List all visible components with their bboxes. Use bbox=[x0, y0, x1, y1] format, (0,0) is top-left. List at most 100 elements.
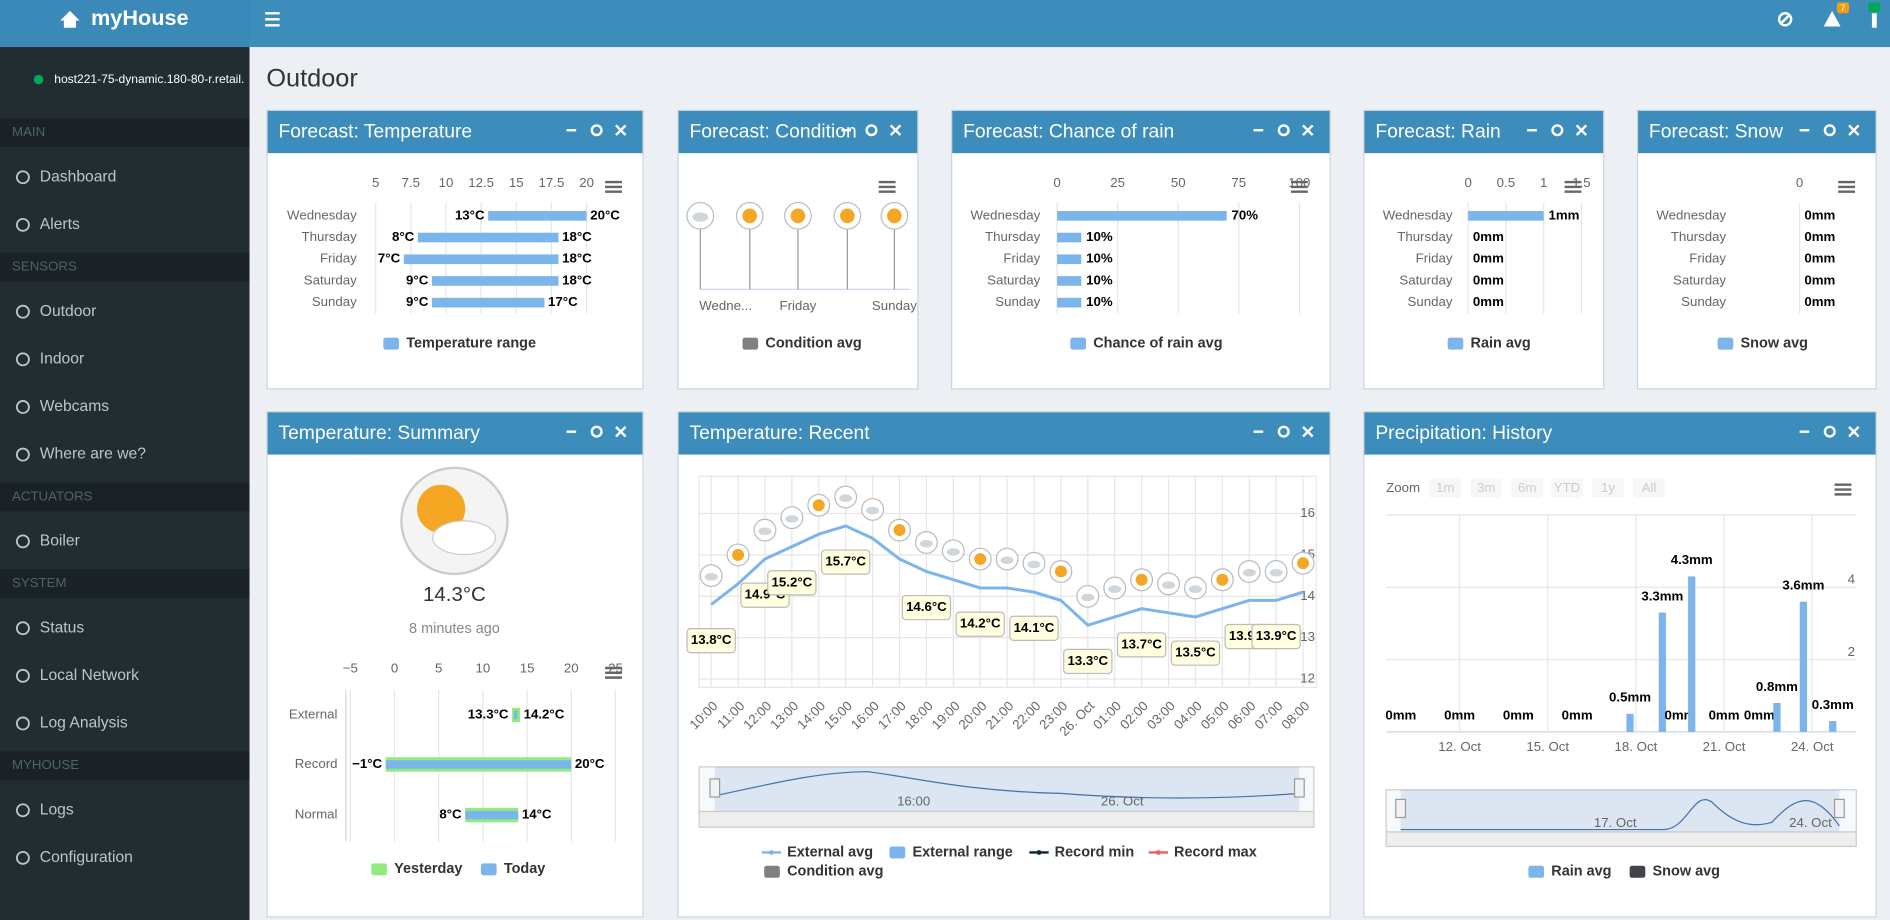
menu-item[interactable]: Indoor bbox=[40, 350, 84, 367]
expand-button[interactable] bbox=[1848, 425, 1860, 438]
zoom-button[interactable] bbox=[1633, 478, 1665, 498]
host-name: host221-75-dynamic.180-80-r.retail. bbox=[54, 72, 244, 86]
zoom-button-label[interactable]: 3m bbox=[1477, 480, 1495, 495]
range-bar bbox=[431, 297, 545, 308]
widget: Forecast: Rain bbox=[1363, 109, 1605, 390]
cloud bbox=[1027, 560, 1041, 569]
category-label: Saturday bbox=[304, 272, 357, 287]
navigator-handle[interactable] bbox=[709, 778, 721, 798]
bar bbox=[1057, 297, 1082, 308]
menu-item[interactable]: Where are we? bbox=[40, 446, 146, 463]
navigator-handle[interactable] bbox=[1395, 798, 1407, 819]
menu-item[interactable]: Log Analysis bbox=[40, 715, 128, 732]
category-label: Thursday bbox=[985, 229, 1041, 244]
x-tick-label: 0 bbox=[391, 661, 398, 676]
data-label: 8°C bbox=[392, 229, 415, 244]
x-tick-label: 15 bbox=[520, 661, 535, 676]
cloud bbox=[692, 212, 709, 222]
category-label: Friday bbox=[1003, 251, 1040, 266]
zoom-button-label[interactable]: 1m bbox=[1436, 480, 1454, 495]
expand-button[interactable] bbox=[889, 124, 902, 136]
scrollbar[interactable] bbox=[1385, 831, 1857, 848]
x-tick-label: 16:00 bbox=[848, 698, 882, 732]
cloud bbox=[1000, 556, 1014, 565]
menu-icon bbox=[15, 716, 30, 731]
category-label: Saturday bbox=[1673, 272, 1726, 287]
zoom-button[interactable] bbox=[1511, 478, 1543, 498]
zoom-button[interactable] bbox=[1470, 478, 1502, 498]
expand-button[interactable] bbox=[615, 124, 627, 136]
x-tick-label: 15. Oct bbox=[1526, 739, 1569, 754]
refresh-button[interactable] bbox=[865, 124, 878, 137]
data-label: 14.2°C bbox=[960, 616, 1001, 631]
expand-button[interactable] bbox=[1302, 124, 1314, 136]
zoom-button[interactable] bbox=[1592, 478, 1624, 498]
x-tick-label: 0 bbox=[1053, 175, 1060, 190]
info-badge bbox=[1868, 2, 1881, 13]
zoom-button-label[interactable]: YTD bbox=[1554, 480, 1580, 495]
menu-item[interactable]: Dashboard bbox=[40, 168, 117, 185]
x-tick-label: 05:00 bbox=[1198, 698, 1232, 732]
refresh-button[interactable] bbox=[590, 124, 603, 137]
sun bbox=[790, 208, 806, 224]
category-label: Saturday bbox=[987, 272, 1040, 287]
menu-item[interactable]: Outdoor bbox=[40, 303, 97, 320]
zoom-button[interactable] bbox=[1429, 478, 1461, 498]
expand-button[interactable] bbox=[1848, 124, 1860, 136]
menu-item[interactable]: Webcams bbox=[40, 398, 109, 415]
section-bar bbox=[0, 482, 250, 512]
menu-item[interactable]: Configuration bbox=[40, 849, 133, 866]
refresh-button[interactable] bbox=[1823, 124, 1836, 137]
navigator-handle[interactable] bbox=[1293, 778, 1305, 798]
menu-item[interactable]: Boiler bbox=[40, 533, 80, 550]
menu-item[interactable]: Alerts bbox=[40, 216, 80, 233]
cloud bbox=[704, 573, 718, 581]
legend-label: External range bbox=[912, 844, 1012, 860]
block-icon[interactable] bbox=[1777, 12, 1793, 27]
section-bar bbox=[0, 252, 250, 282]
refresh-button[interactable] bbox=[1277, 124, 1290, 137]
section-bar bbox=[0, 569, 250, 599]
navigator-series bbox=[714, 771, 1300, 799]
menu-item[interactable]: Local Network bbox=[40, 667, 139, 684]
x-tick-label: 12. Oct bbox=[1438, 739, 1481, 754]
zoom-button-label[interactable]: 1y bbox=[1601, 480, 1615, 495]
zoom-button[interactable] bbox=[1551, 478, 1583, 498]
alert-icon[interactable] bbox=[1823, 10, 1841, 27]
brand[interactable]: myHouse bbox=[91, 5, 189, 30]
zoom-button-label[interactable]: 6m bbox=[1518, 480, 1536, 495]
navigator-handle[interactable] bbox=[1833, 798, 1845, 819]
cloud bbox=[946, 548, 960, 556]
x-tick-label: 19:00 bbox=[929, 698, 963, 732]
menu-item[interactable]: Logs bbox=[40, 801, 74, 818]
zoom-button-label[interactable]: All bbox=[1642, 480, 1657, 495]
expand-button[interactable] bbox=[1302, 425, 1314, 438]
data-label: 10% bbox=[1086, 251, 1113, 266]
category-label: Sunday bbox=[312, 294, 357, 309]
x-tick-label: 7.5 bbox=[402, 175, 420, 190]
x-tick-label: 24. Oct bbox=[1791, 739, 1834, 754]
sun bbox=[887, 208, 902, 224]
refresh-button[interactable] bbox=[1551, 124, 1564, 137]
data-label: 0.5mm bbox=[1609, 690, 1651, 705]
expand-button[interactable] bbox=[615, 425, 627, 438]
scrollbar[interactable] bbox=[698, 810, 1315, 828]
label-box bbox=[901, 594, 952, 621]
sun bbox=[974, 553, 987, 566]
info-icon[interactable] bbox=[1871, 13, 1877, 28]
refresh-button[interactable] bbox=[590, 425, 603, 438]
bar bbox=[1658, 612, 1666, 732]
refresh-button[interactable] bbox=[1277, 425, 1290, 438]
x-tick-label: 21:00 bbox=[982, 698, 1016, 732]
category-label: Friday bbox=[320, 251, 357, 266]
expand-button[interactable] bbox=[1575, 124, 1588, 136]
data-label: 3.3mm bbox=[1641, 588, 1683, 603]
data-label: 15.2°C bbox=[772, 574, 813, 589]
range-bar bbox=[385, 760, 572, 769]
section-label: SYSTEM bbox=[12, 575, 66, 590]
data-label: 0mm bbox=[1473, 251, 1504, 266]
refresh-button[interactable] bbox=[1823, 425, 1836, 438]
section-bar bbox=[0, 118, 250, 148]
data-label: 0.3mm bbox=[1812, 697, 1854, 712]
menu-item[interactable]: Status bbox=[40, 619, 85, 636]
